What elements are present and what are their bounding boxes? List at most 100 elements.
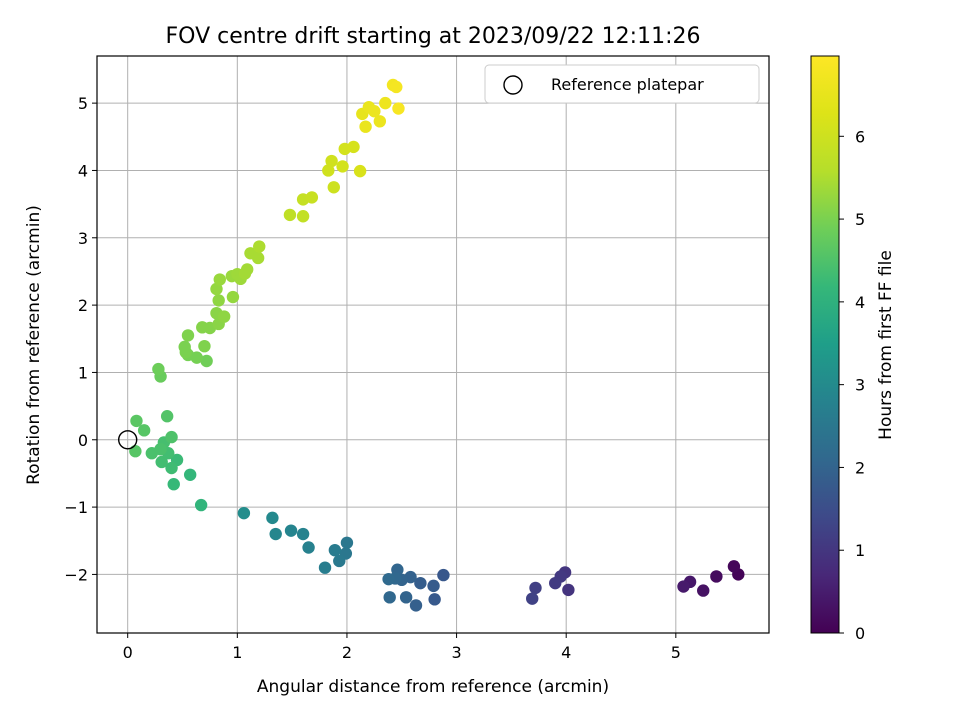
grid-lines [97,56,769,633]
data-point [212,294,225,307]
data-point [325,154,338,168]
data-point [373,115,387,128]
data-point [160,410,174,423]
data-point [130,414,143,428]
data-point [383,591,396,604]
data-point [333,554,346,568]
data-point [183,468,197,481]
data-point [526,592,539,605]
data-point [414,576,427,590]
data-point [178,340,191,354]
reference-point [117,430,138,450]
data-point [152,362,165,376]
data-point [392,102,405,115]
legend-label: Reference platepar [551,75,704,94]
legend-box [484,64,760,104]
x-axis-label: Angular distance from reference (arcmin) [257,677,609,697]
chart-title: FOV centre drift starting at 2023/09/22 … [166,24,701,49]
data-point [529,581,542,595]
y-tick-label: 4 [78,161,88,180]
y-tick-label: −1 [64,498,88,517]
x-tick-label: 3 [451,643,461,662]
data-point [296,527,310,541]
data-point [340,536,354,549]
data-point [379,96,392,110]
data-point [165,430,178,444]
y-tick-label: 5 [78,94,88,113]
data-point [129,445,142,458]
y-tick-label: 1 [78,363,88,382]
legend: Reference platepar [484,64,760,104]
data-point [327,181,340,194]
y-axis-label: Rotation from reference (arcmin) [24,205,44,485]
data-point [167,478,180,491]
data-point [328,543,342,557]
data-point [240,263,254,276]
data-point [302,541,315,554]
data-point [428,593,441,606]
x-axis-ticks: 0 1 2 3 4 5 [123,633,681,662]
data-point [226,290,240,304]
data-point [562,583,575,597]
data-points [129,78,745,612]
data-point [322,164,335,177]
data-point [217,310,231,323]
legend-marker [503,75,523,95]
colorbar-tick-label: 6 [855,127,865,146]
colorbar-tick-label: 2 [855,458,865,477]
data-point [269,527,282,541]
colorbar-label: Hours from first FF file [876,250,896,440]
data-point [727,560,741,573]
data-point [181,329,195,342]
colorbar-gradient [810,55,840,634]
x-tick-label: 5 [671,643,681,662]
plot-area [96,55,770,634]
x-tick-label: 4 [561,643,571,662]
colorbar: 0 1 2 3 4 5 6 Hours from first FF file [810,55,896,643]
data-point [368,105,381,118]
data-point [549,576,562,590]
data-point [390,80,403,94]
data-point [266,511,279,525]
data-point [283,208,297,222]
data-point [409,599,423,612]
data-point [353,164,367,178]
data-point [318,561,332,574]
data-point [347,140,360,154]
data-point [200,354,213,368]
data-point [213,273,226,286]
data-point [253,240,266,253]
data-point [165,461,178,475]
data-point [382,572,395,586]
data-point [198,339,211,353]
data-point [155,455,168,469]
data-point [677,580,690,593]
data-point [194,498,208,512]
data-point [697,584,710,597]
y-axis-ticks: −2 −1 0 1 2 3 4 5 [64,94,97,584]
data-point [296,210,310,223]
colorbar-ticks: 0 1 2 3 4 5 6 [839,127,865,643]
data-point [336,160,349,173]
colorbar-tick-label: 1 [855,541,865,560]
data-point [427,579,440,593]
colorbar-tick-label: 4 [855,293,865,312]
colorbar-tick-label: 3 [855,376,865,395]
data-point [710,570,723,583]
data-point [137,424,151,437]
y-tick-label: 0 [78,431,88,450]
reference-marker [117,430,138,450]
y-tick-label: −2 [64,565,88,584]
data-point [399,591,413,604]
data-point [251,251,265,265]
y-tick-label: 2 [78,296,88,315]
data-point [305,191,319,204]
data-point [237,506,251,520]
x-tick-label: 2 [342,643,352,662]
colorbar-tick-label: 0 [855,624,865,643]
data-point [437,568,450,582]
colorbar-tick-label: 5 [855,210,865,229]
data-point [154,442,167,456]
data-point [210,282,223,296]
